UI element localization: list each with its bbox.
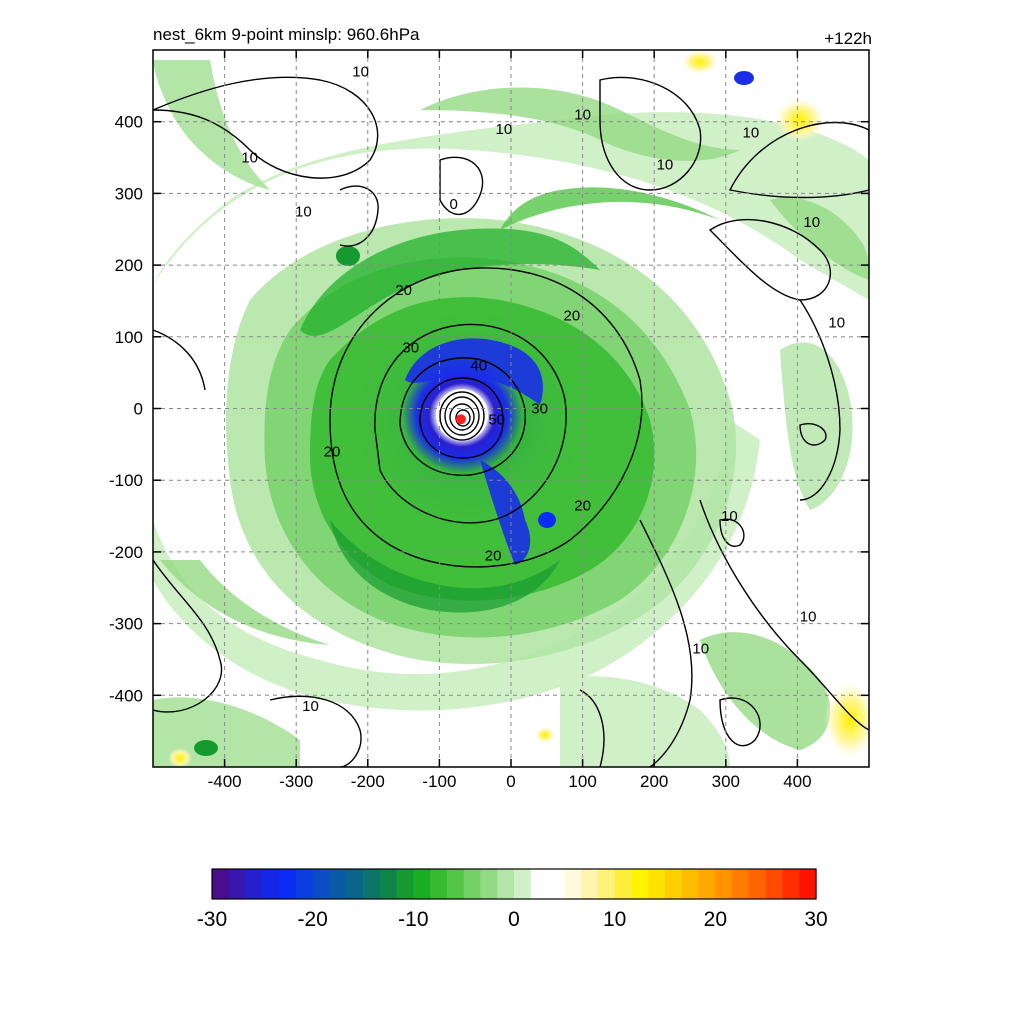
colorbar-swatch: [782, 869, 800, 899]
contour-label: 40: [470, 357, 487, 374]
contour-label: 10: [295, 203, 312, 220]
colorbar-swatch: [295, 869, 314, 899]
contour-label: 10: [657, 157, 674, 174]
x-tick-label: 400: [783, 772, 811, 791]
contour-label: 10: [803, 214, 820, 231]
colorbar-swatch: [346, 869, 364, 899]
y-tick-label: 100: [115, 328, 143, 347]
colorbar-tick-label: 10: [603, 908, 626, 931]
contour-label: 10: [743, 124, 760, 141]
contour-label: 10: [828, 314, 845, 331]
x-tick-label: 0: [506, 772, 515, 791]
y-tick-label: -200: [109, 543, 143, 562]
colorbar-ticks: -30 -20 -10 0 10 20 30: [197, 908, 828, 931]
colorbar-swatch: [245, 869, 263, 899]
x-tick-label: -100: [422, 772, 456, 791]
colorbar: [211, 868, 817, 900]
contour-label: 10: [574, 107, 591, 124]
y-tick-label: 400: [115, 113, 143, 132]
colorbar-tick-label: 20: [704, 908, 727, 931]
colorbar-swatch: [279, 869, 297, 899]
contour-label: 10: [241, 150, 258, 167]
chart-title: nest_6km 9-point minslp: 960.6hPa: [153, 25, 420, 44]
colorbar-swatch: [363, 869, 381, 899]
contour-label: 20: [564, 307, 581, 324]
colorbar-swatch: [564, 869, 582, 899]
colorbar-swatch: [312, 869, 331, 899]
y-tick-label: 300: [115, 184, 143, 203]
contour-label: 10: [302, 698, 319, 715]
x-tick-label: 100: [568, 772, 596, 791]
contour-label: 0: [450, 196, 458, 213]
y-tick-label: 0: [134, 400, 143, 419]
colorbar-swatch: [765, 869, 784, 899]
colorbar-swatch: [732, 869, 750, 899]
y-tick-label: 200: [115, 256, 143, 275]
colorbar-swatch: [715, 869, 733, 899]
colorbar-swatch: [665, 869, 683, 899]
colorbar-swatch: [530, 869, 549, 899]
colorbar-tick-label: 0: [508, 908, 520, 931]
contour-lines: [153, 76, 869, 767]
colorbar-swatch: [597, 869, 616, 899]
colorbar-swatch: [480, 869, 498, 899]
colorbar-swatch: [581, 869, 599, 899]
contour-label: 20: [485, 547, 502, 564]
colorbar-swatch: [329, 869, 347, 899]
colorbar-swatch: [463, 869, 482, 899]
colorbar-tick-label: -20: [297, 908, 327, 931]
colorbar-swatch: [228, 869, 247, 899]
x-tick-label: -400: [208, 772, 242, 791]
colorbar-swatch: [799, 869, 817, 899]
x-axis: -400 -300 -200 -100 0 100 200 300 400: [208, 50, 812, 791]
x-tick-label: -200: [351, 772, 385, 791]
y-tick-label: -400: [109, 686, 143, 705]
colorbar-swatch: [648, 869, 666, 899]
contour-label: 10: [721, 508, 738, 525]
contour-label: 20: [324, 444, 341, 461]
colorbar-tick-label: -10: [398, 908, 428, 931]
colorbar-swatch: [413, 869, 431, 899]
contour-label: 30: [402, 340, 419, 357]
colorbar-tick-label: -30: [197, 908, 227, 931]
colorbar-swatch: [212, 869, 230, 899]
y-tick-label: -100: [109, 471, 143, 490]
contour-label: 10: [692, 641, 709, 658]
colorbar-swatch: [614, 869, 633, 899]
colorbar-swatch: [748, 869, 767, 899]
contour-label: 20: [395, 282, 412, 299]
colorbar-swatch: [430, 869, 448, 899]
colorbar-swatch: [514, 869, 532, 899]
x-tick-label: 300: [712, 772, 740, 791]
colorbar-swatch: [698, 869, 716, 899]
colorbar-swatch: [446, 869, 465, 899]
shaded-field: [153, 50, 869, 767]
forecast-hour-label: +122h: [824, 29, 872, 48]
x-tick-label: -300: [279, 772, 313, 791]
contour-label: 10: [352, 64, 369, 81]
contour-label: 30: [531, 401, 548, 418]
storm-center-marker: [455, 414, 466, 425]
colorbar-swatch: [262, 869, 280, 899]
colorbar-swatch: [547, 869, 565, 899]
contour-label: 10: [495, 121, 512, 138]
contour-label: 50: [488, 411, 505, 428]
colorbar-tick-label: 30: [804, 908, 827, 931]
contour-label: 10: [800, 608, 817, 625]
colorbar-frame: [211, 868, 817, 900]
contour-labels: 10 10 10 10 10 10 10 0 10 10 20 20 30 40 30 50 20 20 20 10 1…: [241, 64, 845, 716]
x-tick-label: 200: [640, 772, 668, 791]
colorbar-swatch: [396, 869, 414, 899]
colorbar-swatch: [497, 869, 515, 899]
colorbar-swatch: [379, 869, 398, 899]
colorbar-swatch: [681, 869, 700, 899]
colorbar-swatch: [631, 869, 649, 899]
contour-label: 20: [574, 497, 591, 514]
y-tick-label: -300: [109, 615, 143, 634]
